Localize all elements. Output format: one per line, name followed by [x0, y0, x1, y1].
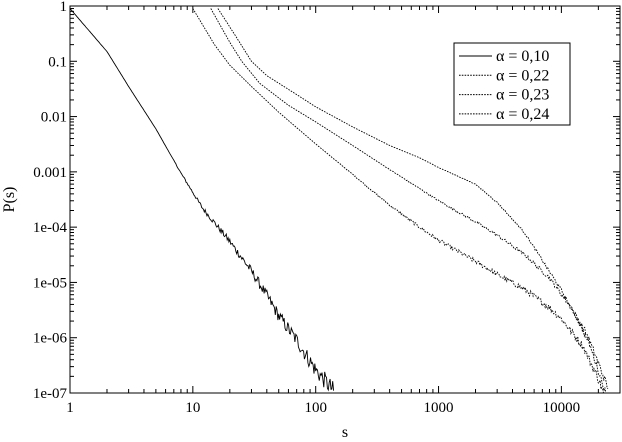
series-line-3	[217, 8, 607, 393]
x-axis-label: s	[342, 424, 348, 441]
x-tick-label: 100	[304, 400, 327, 416]
series-line-1	[192, 8, 604, 393]
legend-box	[453, 42, 571, 126]
series-line-2	[210, 8, 609, 390]
legend-label: α = 0,22	[496, 67, 549, 84]
y-tick-label: 1e-06	[33, 331, 68, 347]
series-line-0	[70, 8, 335, 392]
y-tick-label: 1e-07	[33, 386, 68, 402]
y-tick-label: 0.001	[33, 165, 67, 181]
legend: α = 0,10 α = 0,22 α = 0,23 α = 0,24	[453, 42, 571, 126]
y-tick-label: 0.1	[48, 54, 67, 70]
y-tick-label: 1	[60, 0, 68, 15]
legend-label: α = 0,23	[496, 87, 549, 104]
x-tick-label: 1000	[424, 400, 454, 416]
y-axis-label: P(s)	[1, 187, 18, 213]
y-tick-label: 1e-04	[33, 220, 68, 236]
series-layer	[70, 8, 609, 393]
x-tick-label: 1	[66, 400, 74, 416]
x-tick-label: 10000	[543, 400, 581, 416]
y-tick-label: 1e-05	[33, 275, 67, 291]
y-tick-label: 0.01	[41, 110, 67, 126]
ticks-layer: 1 10 100 1000 10000 1 0.1 0.01 0.001 1e-04 1e-05 1e…	[33, 0, 621, 416]
plot-frame	[69, 5, 621, 394]
legend-label: α = 0,24	[496, 106, 549, 123]
legend-label: α = 0,10	[496, 48, 549, 65]
x-tick-label: 10	[185, 400, 200, 416]
